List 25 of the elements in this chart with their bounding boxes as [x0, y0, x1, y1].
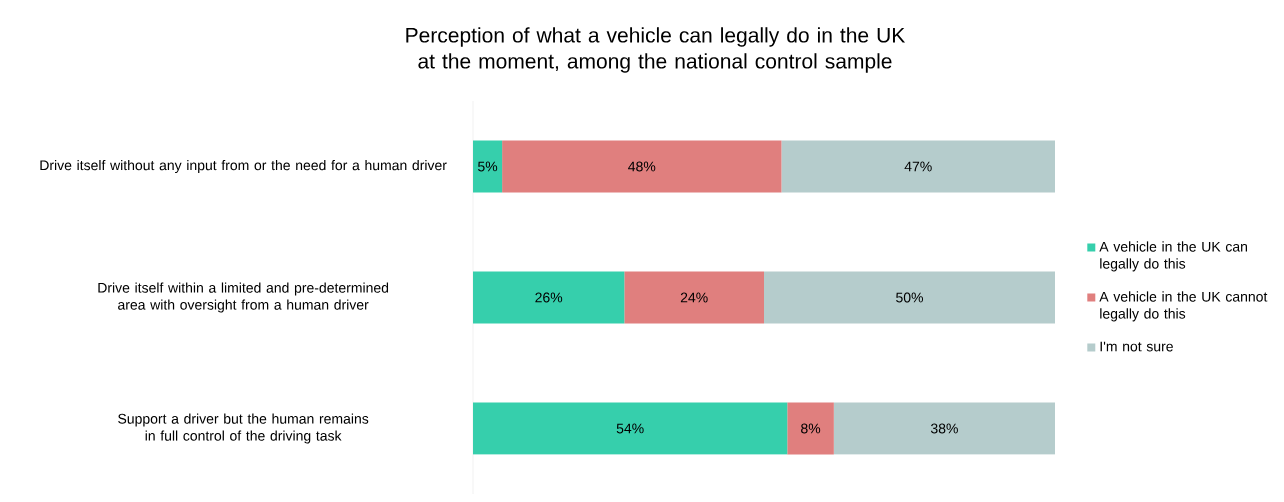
- y-tick-label: Drive itself within a limited and pre-determined area with oversight from a human driver: [98, 282, 389, 313]
- data-label: 24%: [680, 292, 708, 303]
- bar: [781, 140, 1055, 193]
- data-label: 5%: [478, 161, 498, 172]
- legend-label: A vehicle in the UK can legally do this: [1099, 241, 1247, 272]
- data-label: 47%: [904, 161, 932, 172]
- data-label: 54%: [616, 423, 644, 434]
- bar: [624, 271, 764, 324]
- bar: [764, 271, 1055, 324]
- y-tick-label: Support a driver but the human remains in full control of the driving task: [118, 413, 369, 444]
- data-label: 38%: [930, 423, 958, 434]
- bar: [502, 140, 782, 193]
- bar: [833, 402, 1055, 455]
- bar: [473, 271, 625, 324]
- chart-title: Perception of what a vehicle can legally do in the UK at the moment, among the national control sample: [406, 27, 906, 73]
- bar: [473, 402, 788, 455]
- y-tick-label: Drive itself without any input from or the need for a human driver: [40, 159, 447, 174]
- data-label: 48%: [628, 161, 656, 172]
- data-label: 26%: [535, 292, 563, 303]
- legend-label: A vehicle in the UK cannot legally do this: [1099, 291, 1268, 322]
- bar: [473, 140, 503, 193]
- data-label: 50%: [896, 292, 924, 303]
- legend-label: I'm not sure: [1100, 341, 1173, 352]
- data-label: 8%: [801, 423, 821, 434]
- bar: [787, 402, 834, 455]
